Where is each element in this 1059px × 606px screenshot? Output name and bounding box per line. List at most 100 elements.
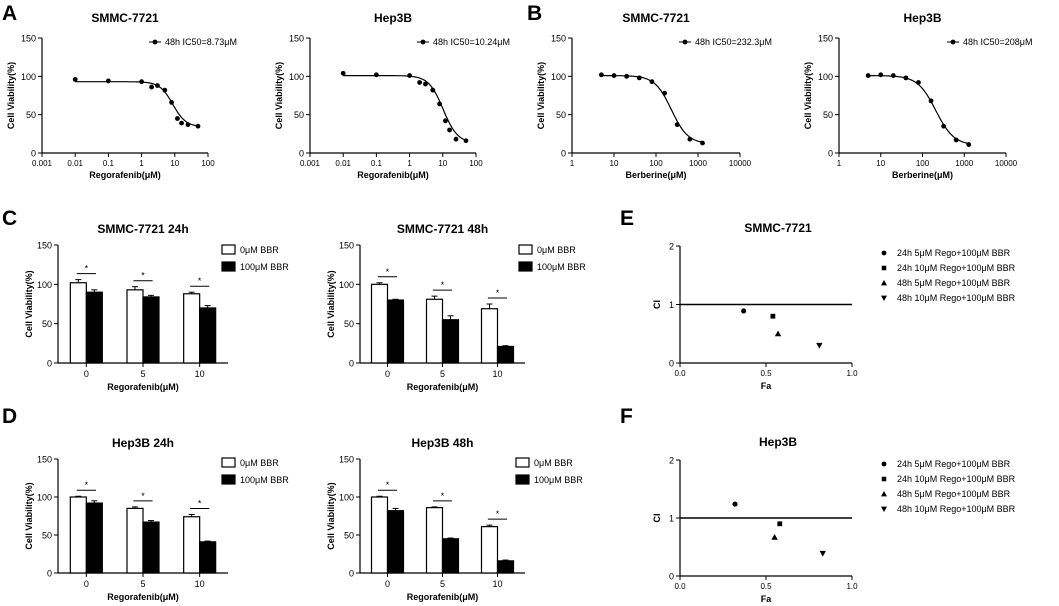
data-point xyxy=(598,72,604,78)
legend-label: 24h 10μM Rego+100μM BBR xyxy=(897,263,1016,273)
x-axis-label: Berberine(μM) xyxy=(892,170,953,180)
data-point xyxy=(771,533,778,540)
y-tick-label: 0 xyxy=(47,359,52,369)
y-tick-label: 150 xyxy=(289,34,304,44)
x-axis-label: Regorafenib(μM) xyxy=(407,382,479,392)
y-axis-label: Cell Viability(%) xyxy=(274,62,284,129)
y-tick-label: 50 xyxy=(344,531,354,541)
legend-marker xyxy=(881,476,887,482)
legend-marker xyxy=(881,250,887,256)
y-axis-label: Cell Viability(%) xyxy=(6,62,16,129)
y-tick-label: 150 xyxy=(339,241,354,251)
bar xyxy=(199,541,217,574)
legend-label: 24h 10μM Rego+100μM BBR xyxy=(897,474,1016,484)
x-axis-label: Fa xyxy=(761,594,772,604)
y-axis-label: Cell Viability(%) xyxy=(24,482,34,549)
y-tick-label: 150 xyxy=(21,34,36,44)
legend-label: 0μM BBR xyxy=(240,245,279,255)
y-tick-label: 0 xyxy=(299,149,304,159)
y-tick-label: 100 xyxy=(21,72,36,82)
chart-title: SMMC-7721 24h xyxy=(97,222,188,236)
y-axis-d2: 0 50 100 150 xyxy=(339,455,361,579)
x-tick-label: 1 xyxy=(570,159,575,168)
y-tick-label: 150 xyxy=(551,34,566,44)
data-point xyxy=(175,116,180,121)
legend-label: 48h IC50=208μM xyxy=(963,37,1032,47)
data-point xyxy=(463,138,469,144)
bar xyxy=(199,307,217,364)
legend-marker xyxy=(881,491,887,497)
x-tick-label: 10 xyxy=(610,159,619,168)
chart-e: SMMC-7721 0.0 0.5 1.0 Fa CI 24h 5μM Rego+100μM… xyxy=(652,221,1016,391)
x-tick-label: 100 xyxy=(469,159,483,168)
significance-marker: * xyxy=(496,288,500,298)
significance-marker: * xyxy=(85,264,89,274)
legend-label: 0μM BBR xyxy=(537,245,576,255)
panel-letter-f: F xyxy=(620,405,633,428)
chart-title: Hep3B xyxy=(374,11,412,25)
data-point xyxy=(106,78,111,84)
bar xyxy=(496,345,515,364)
x-tick-label: 10 xyxy=(195,369,205,379)
data-point xyxy=(185,122,191,128)
legend-swatch xyxy=(221,261,236,272)
y-tick-label: 100 xyxy=(818,72,833,82)
data-point xyxy=(966,142,972,147)
y-axis-e: 0 1 2 xyxy=(669,242,681,369)
bar xyxy=(142,296,160,364)
legend-label: 100μM BBR xyxy=(537,262,586,272)
legend-label: 48h IC50=232.3μM xyxy=(695,37,772,47)
chart-title: SMMC-7721 xyxy=(744,221,812,235)
y-tick-label: 100 xyxy=(339,280,354,290)
legend-label: 48h 10μM Rego+100μM BBR xyxy=(897,504,1016,514)
y-tick-label: 0 xyxy=(349,359,354,369)
legend-label: 24h 5μM Rego+100μM BBR xyxy=(897,248,1011,258)
x-tick-label: 10 xyxy=(492,579,502,589)
x-tick-label: 1.0 xyxy=(846,369,858,378)
y-tick-label: 100 xyxy=(37,493,52,503)
panel-letter-a: A xyxy=(2,2,17,25)
y-axis-b2: 0 50 100 150 xyxy=(818,34,840,159)
y-axis-b1: 0 50 100 150 xyxy=(551,34,573,159)
bar xyxy=(69,496,87,574)
x-tick-label: 0 xyxy=(84,369,89,379)
y-tick-label: 0 xyxy=(561,149,566,159)
x-tick-label: 10 xyxy=(876,159,885,168)
data-point xyxy=(770,313,776,319)
data-point xyxy=(777,521,783,527)
significance-marker: * xyxy=(85,480,89,490)
chart-a1: SMMC-7721 0.001 0.01 0.1 1 10 100 Regorafenib(μ… xyxy=(6,11,237,180)
x-tick-label: 10 xyxy=(438,159,447,168)
data-point xyxy=(149,84,154,90)
y-tick-label: 0 xyxy=(31,149,36,159)
y-tick-label: 150 xyxy=(37,455,52,465)
bar xyxy=(441,538,460,574)
significance-marker: * xyxy=(141,271,145,281)
legend-label: 0μM BBR xyxy=(534,458,573,468)
legend-label: 100μM BBR xyxy=(534,475,583,485)
x-tick-label: 0.0 xyxy=(674,582,686,591)
legend-marker xyxy=(881,506,887,512)
x-tick-label: 5 xyxy=(440,369,445,379)
y-tick-label: 50 xyxy=(42,531,52,541)
y-tick-label: 50 xyxy=(823,110,833,120)
x-tick-label: 100 xyxy=(916,159,930,168)
data-point xyxy=(865,73,871,78)
bar xyxy=(142,521,160,574)
data-point xyxy=(662,90,667,96)
chart-d2: Hep3B 48h Regorafenib(μM) Cell Viability(%… xyxy=(326,436,583,602)
significance-marker: * xyxy=(441,280,445,290)
y-tick-label: 1 xyxy=(669,300,674,310)
fit-curve xyxy=(343,75,467,141)
bar xyxy=(85,291,103,364)
y-tick-label: 100 xyxy=(289,72,304,82)
y-axis-label: Cell Viability(%) xyxy=(803,62,813,129)
x-tick-label: 0 xyxy=(385,369,390,379)
data-point xyxy=(340,70,346,76)
bar xyxy=(386,299,405,364)
legend-marker xyxy=(881,280,887,286)
x-tick-label: 100 xyxy=(649,159,663,168)
bar xyxy=(425,298,444,364)
legend-swatch xyxy=(221,457,236,468)
x-tick-label: 1.0 xyxy=(846,582,858,591)
